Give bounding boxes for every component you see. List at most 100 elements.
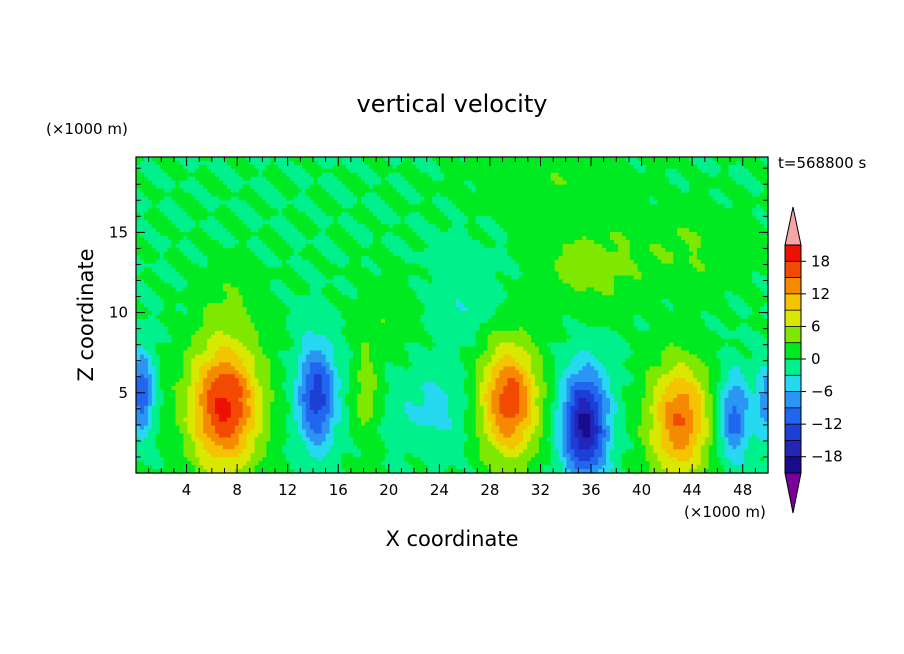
contour-cell — [143, 243, 149, 249]
contour-cell — [357, 239, 362, 245]
contour-cell — [692, 263, 698, 269]
contour-cell — [463, 172, 469, 178]
contour-cell — [424, 196, 429, 202]
contour-cell — [388, 239, 394, 245]
contour-cell — [349, 204, 354, 209]
contour-cell — [617, 247, 623, 253]
contour-cell — [286, 168, 291, 174]
contour-cell — [748, 275, 753, 281]
contour-cell — [400, 220, 406, 225]
contour-cell — [270, 180, 275, 186]
contour-cell — [136, 172, 141, 178]
contour-cell — [499, 204, 504, 209]
contour-cell — [329, 251, 335, 257]
contour-cell — [459, 247, 465, 253]
contour-cell — [365, 267, 370, 273]
contour-cell — [436, 251, 441, 257]
contour-cell — [159, 172, 165, 178]
contour-cell — [211, 216, 216, 221]
contour-cell — [764, 243, 769, 249]
contour-cell — [309, 157, 315, 162]
contour-cell — [760, 196, 765, 202]
contour-cell — [274, 228, 279, 233]
contour-cell — [582, 176, 587, 182]
contour-cell — [301, 232, 307, 237]
contour-cell — [234, 220, 240, 225]
contour-cell — [143, 180, 149, 186]
contour-cell — [649, 160, 655, 166]
contour-cell — [380, 176, 386, 182]
contour-cell — [499, 180, 504, 186]
contour-cell — [329, 196, 335, 202]
contour-cell — [408, 176, 414, 182]
contour-cell — [692, 216, 698, 221]
contour-cell — [452, 267, 457, 273]
contour-cell — [665, 164, 670, 170]
contour-cell — [226, 239, 232, 245]
contour-cell — [345, 224, 350, 229]
contour-cell — [321, 196, 327, 202]
contour-cell — [388, 160, 394, 166]
contour-cell — [617, 157, 623, 162]
contour-cell — [151, 271, 157, 277]
contour-cell — [195, 216, 200, 221]
contour-cell — [207, 259, 212, 265]
contour-cell — [523, 267, 528, 273]
contour-cell — [317, 236, 323, 241]
contour-cell — [598, 196, 603, 202]
contour-cell — [136, 160, 141, 166]
contour-cell — [645, 168, 651, 174]
contour-cell — [649, 239, 655, 245]
contour-cell — [708, 275, 714, 281]
contour-cell — [728, 180, 734, 186]
contour-cell — [333, 180, 339, 186]
contour-cell — [661, 168, 666, 174]
contour-cell — [396, 267, 402, 273]
contour-cell — [420, 224, 425, 229]
contour-cell — [333, 188, 339, 194]
contour-cell — [590, 255, 595, 261]
contour-cell — [195, 224, 200, 229]
contour-cell — [246, 216, 252, 221]
contour-cell — [301, 216, 307, 221]
contour-cell — [554, 259, 560, 265]
contour-cell — [491, 160, 497, 166]
contour-cell — [720, 224, 726, 229]
contour-cell — [373, 212, 378, 217]
contour-cell — [645, 232, 651, 237]
contour-cell — [325, 259, 331, 265]
contour-cell — [226, 212, 232, 217]
contour-cell — [428, 192, 433, 198]
contour-cell — [199, 263, 204, 269]
contour-cell — [143, 267, 149, 273]
contour-cell — [230, 243, 236, 249]
contour-cell — [704, 251, 710, 257]
contour-cell — [708, 255, 714, 261]
contour-cell — [594, 259, 599, 265]
contour-cell — [215, 212, 220, 217]
contour-cell — [463, 164, 469, 170]
contour-cell — [357, 176, 362, 182]
contour-cell — [459, 200, 465, 205]
contour-cell — [222, 259, 228, 265]
contour-cell — [230, 157, 236, 162]
contour-cell — [444, 251, 449, 257]
contour-cell — [748, 192, 753, 198]
contour-cell — [574, 271, 579, 277]
contour-cell — [459, 243, 465, 249]
contour-cell — [270, 160, 275, 166]
contour-cell — [195, 243, 200, 249]
contour-cell — [681, 196, 686, 202]
contour-cell — [657, 180, 662, 186]
contour-cell — [258, 228, 263, 233]
contour-cell — [337, 188, 342, 194]
contour-cell — [175, 192, 181, 198]
contour-cell — [641, 176, 647, 182]
contour-cell — [266, 212, 271, 217]
contour-cell — [408, 255, 414, 261]
contour-cell — [218, 247, 224, 253]
contour-cell — [187, 208, 192, 213]
contour-cell — [452, 259, 457, 265]
contour-cell — [681, 172, 686, 178]
contour-cell — [211, 239, 216, 245]
